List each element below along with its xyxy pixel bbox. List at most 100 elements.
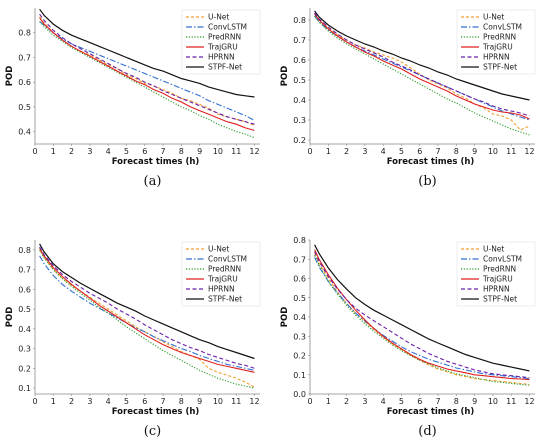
y-tick-label: 0.7: [293, 255, 306, 264]
series-line-hprnn: [39, 13, 255, 125]
x-tick-label: 10: [488, 147, 498, 156]
legend-label: HPRNN: [483, 53, 510, 62]
y-tick-label: 0.5: [18, 305, 31, 314]
x-tick-label: 2: [344, 147, 349, 156]
x-tick-label: 7: [436, 397, 441, 406]
legend-label: U-Net: [483, 245, 504, 254]
y-tick-label: 0.3: [293, 116, 306, 125]
y-tick-label: 0.5: [293, 76, 306, 85]
y-tick-label: 0.5: [293, 294, 306, 303]
x-tick-label: 0: [307, 147, 312, 156]
x-tick-label: 5: [124, 397, 129, 406]
x-tick-label: 1: [326, 397, 331, 406]
series-line-convlstm: [39, 255, 255, 371]
legend-label: STPF-Net: [208, 295, 242, 304]
panel-label: (a): [144, 174, 162, 189]
y-tick-label: 0.6: [18, 285, 31, 294]
x-axis-label: Forecast times (h): [387, 157, 475, 167]
legend-label: PredRNN: [483, 265, 516, 274]
x-tick-label: 12: [524, 397, 534, 406]
series-line-trajgru: [39, 247, 255, 373]
x-tick-label: 12: [249, 397, 259, 406]
x-tick-label: 4: [106, 397, 111, 406]
y-tick-label: 0.3: [293, 332, 306, 341]
y-tick-label: 0.4: [18, 325, 31, 334]
y-tick-label: 0.2: [293, 136, 306, 145]
y-tick-label: 0.8: [293, 16, 306, 25]
legend-label: STPF-Net: [483, 295, 517, 304]
x-tick-label: 11: [506, 147, 516, 156]
x-tick-label: 12: [249, 147, 259, 156]
series-line-hprnn: [314, 251, 530, 379]
chart-panel-c: 0 1 2 3 4 5 6 7 8 9 10 11 120.10.20.30.40.50.60.70.8…: [5, 240, 261, 439]
x-tick-label: 8: [454, 147, 459, 156]
x-tick-label: 1: [51, 397, 56, 406]
y-tick-label: 0.7: [293, 36, 306, 45]
y-tick-label: 0.2: [293, 352, 306, 361]
x-tick-label: 9: [197, 397, 202, 406]
x-tick-label: 2: [344, 397, 349, 406]
legend-box: [456, 9, 536, 75]
series-line-convlstm: [39, 21, 255, 121]
x-tick-label: 12: [524, 147, 534, 156]
y-tick-label: 0.8: [18, 29, 31, 38]
y-tick-label: 0.6: [18, 78, 31, 87]
x-tick-label: 11: [231, 397, 241, 406]
x-tick-label: 5: [124, 147, 129, 156]
x-tick-label: 11: [231, 147, 241, 156]
x-tick-label: 1: [326, 147, 331, 156]
x-tick-label: 6: [417, 397, 422, 406]
series-line-stpf-net: [39, 8, 255, 98]
x-tick-label: 6: [142, 397, 147, 406]
legend-label: PredRNN: [208, 33, 241, 42]
x-tick-label: 7: [436, 147, 441, 156]
x-axis-label: Forecast times (h): [112, 407, 200, 417]
series-line-hprnn: [314, 12, 530, 117]
legend-label: PredRNN: [208, 265, 241, 274]
legend-label: TrajGRU: [207, 43, 238, 52]
x-tick-label: 3: [362, 147, 367, 156]
legend-label: STPF-Net: [208, 63, 242, 72]
chart-panel-d: 0 1 2 3 4 5 6 7 8 9 10 11 120.00.10.20.30.40.50.60.7…: [280, 236, 536, 439]
x-tick-label: 4: [106, 147, 111, 156]
x-tick-label: 11: [506, 397, 516, 406]
y-axis-label: POD: [280, 66, 290, 87]
series-line-stpf-net: [314, 244, 530, 372]
x-tick-label: 8: [179, 397, 184, 406]
x-tick-label: 5: [399, 397, 404, 406]
legend-box: [181, 241, 261, 307]
x-axis-label: Forecast times (h): [387, 407, 475, 417]
legend-label: TrajGRU: [482, 43, 513, 52]
y-tick-label: 0.7: [18, 266, 31, 275]
x-tick-label: 8: [454, 397, 459, 406]
series-line-u-net: [39, 16, 255, 127]
legend-label: HPRNN: [483, 285, 510, 294]
series-line-trajgru: [314, 249, 530, 381]
legend-label: ConvLSTM: [208, 23, 247, 32]
legend-label: U-Net: [483, 13, 504, 22]
x-tick-label: 0: [307, 397, 312, 406]
legend-label: ConvLSTM: [483, 23, 522, 32]
legend-label: ConvLSTM: [208, 255, 247, 264]
x-tick-label: 9: [472, 147, 477, 156]
legend-label: U-Net: [208, 13, 229, 22]
x-tick-label: 9: [472, 397, 477, 406]
x-tick-label: 0: [32, 397, 37, 406]
y-tick-label: 0.8: [18, 246, 31, 255]
series-line-predrnn: [39, 249, 255, 389]
chart-panel-a: 0 1 2 3 4 5 6 7 8 9 10 11 120.40.50.60.70.8Forecast …: [5, 8, 261, 189]
x-axis-label: Forecast times (h): [112, 157, 200, 167]
x-tick-label: 4: [381, 147, 386, 156]
legend-label: TrajGRU: [207, 275, 238, 284]
legend-label: HPRNN: [208, 53, 235, 62]
y-tick-label: 0.4: [293, 96, 306, 105]
series-line-stpf-net: [314, 10, 530, 101]
chart-panel-b: 0 1 2 3 4 5 6 7 8 9 10 11 120.20.30.40.50.60.70.8For…: [280, 8, 536, 189]
x-tick-label: 10: [213, 147, 223, 156]
y-tick-label: 0.2: [18, 364, 31, 373]
